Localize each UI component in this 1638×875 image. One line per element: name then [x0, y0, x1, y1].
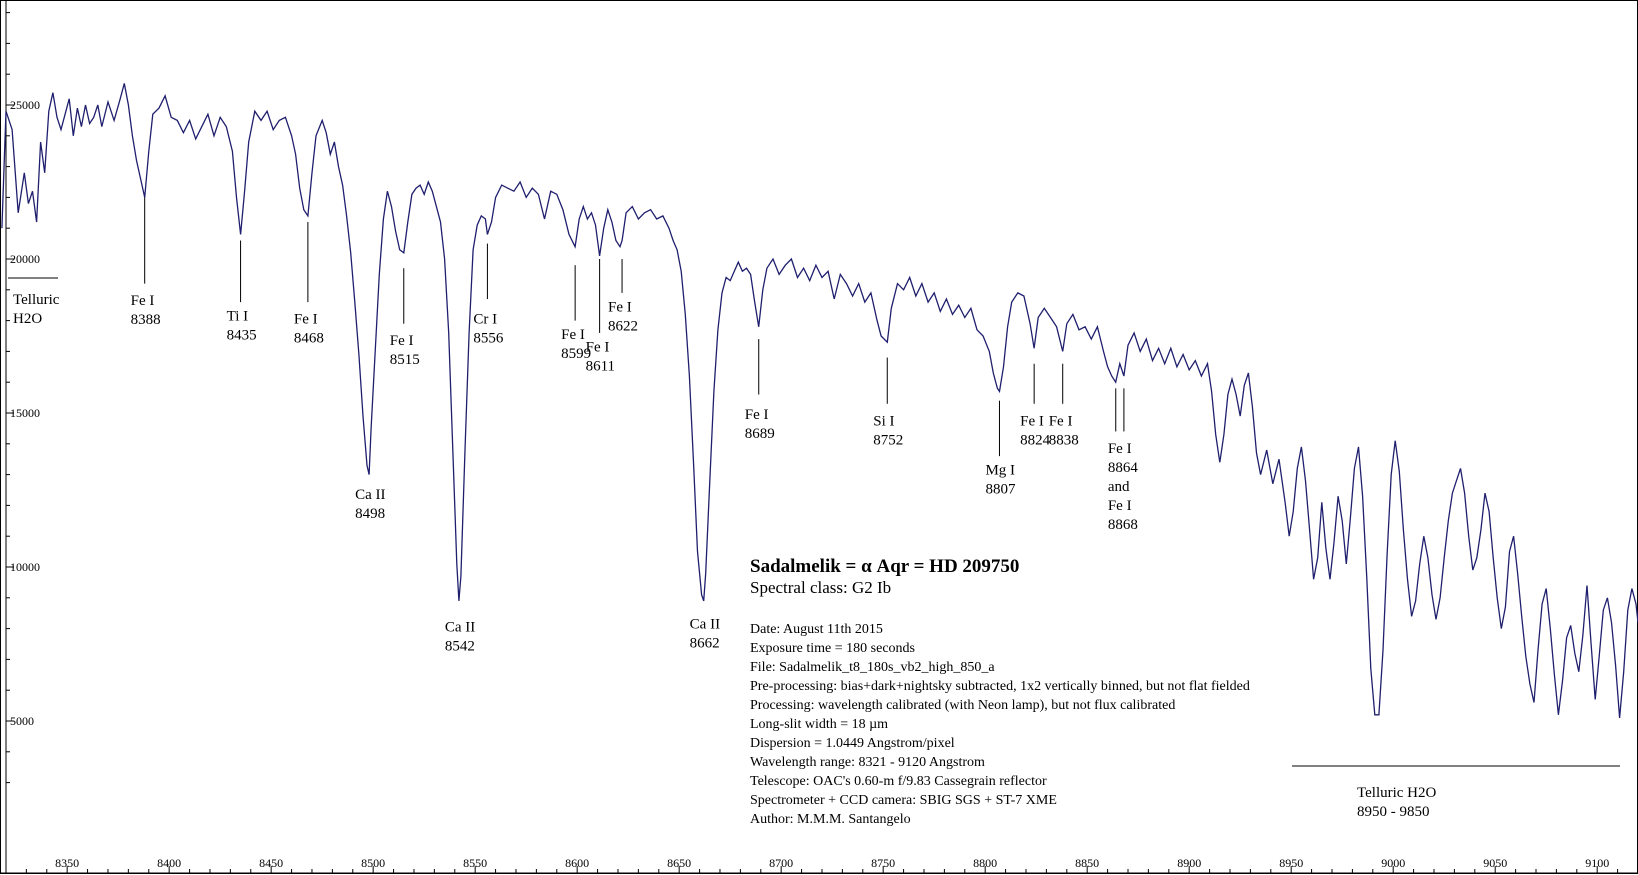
x-tick-label: 8350 — [55, 856, 79, 870]
annotation-element: Fe I — [294, 312, 318, 328]
spectrum-line — [1, 83, 1638, 718]
x-tick-label: 8650 — [667, 856, 691, 870]
annotation-wavelength: 8515 — [390, 352, 420, 368]
annotation-element: Fe I — [390, 333, 414, 349]
x-tick-label: 8850 — [1075, 856, 1099, 870]
annotation-wavelength: 8622 — [608, 318, 638, 334]
annotation-element: Fe I — [1020, 413, 1044, 429]
x-tick-label: 8900 — [1177, 856, 1201, 870]
annotation-wavelength: 8838 — [1049, 432, 1079, 448]
annotation-wavelength: 8807 — [985, 482, 1016, 498]
x-tick-label: 8750 — [871, 856, 895, 870]
y-tick-label: 5000 — [10, 714, 34, 728]
telluric-left-label: H2O — [13, 311, 42, 327]
info-line: Author: M.M.M. Santangelo — [750, 812, 911, 827]
annotation-element: Fe I — [561, 327, 585, 343]
annotation-combined-line: 8864 — [1108, 460, 1139, 476]
info-line: Long-slit width = 18 µm — [750, 717, 888, 732]
info-line: Spectrometer + CCD camera: SBIG SGS + ST… — [750, 793, 1057, 808]
chart-subtitle: Spectral class: G2 Ib — [750, 578, 891, 597]
annotation-element: Fe I — [1049, 413, 1073, 429]
line-annotations: Fe I 8388 Ti I 8435 Fe I 8468 Ca II 8498 Fe I 851… — [131, 197, 1139, 655]
annotation-element: Ca II — [445, 620, 475, 636]
tick-labels: 8350 8400 8450 8500 8550 8600 8650 8700 8750 8800… — [10, 98, 1609, 870]
annotation-wavelength: 8752 — [873, 432, 903, 448]
annotation-wavelength: 8611 — [586, 358, 615, 374]
chart-title: Sadalmelik = α Aqr = HD 209750 — [750, 556, 1019, 577]
x-tick-label: 8550 — [463, 856, 487, 870]
x-tick-label: 8600 — [565, 856, 589, 870]
annotation-wavelength: 8435 — [227, 328, 257, 344]
y-tick-label: 20000 — [10, 252, 40, 266]
annotation-element: Cr I — [473, 312, 497, 328]
y-tick-label: 25000 — [10, 98, 40, 112]
annotation-wavelength: 8388 — [131, 312, 161, 328]
x-tick-label: 9000 — [1381, 856, 1405, 870]
telluric-left-label: Telluric — [13, 292, 60, 308]
info-line: Pre-processing: bias+dark+nightsky subtr… — [750, 679, 1250, 694]
annotation-combined-line: and — [1108, 479, 1130, 495]
info-block: Sadalmelik = α Aqr = HD 209750 Spectral … — [750, 556, 1250, 827]
x-tick-label: 8800 — [973, 856, 997, 870]
annotation-element: Fe I — [745, 407, 769, 423]
x-tick-label: 8950 — [1279, 856, 1303, 870]
info-line: Date: August 11th 2015 — [750, 622, 883, 637]
annotation-wavelength: 8556 — [473, 331, 504, 347]
x-tick-label: 8450 — [259, 856, 283, 870]
annotation-element: Ti I — [227, 309, 249, 325]
annotation-element: Ca II — [355, 487, 385, 503]
annotation-wavelength: 8662 — [690, 636, 720, 652]
annotation-element: Fe I — [586, 339, 610, 355]
annotation-combined-line: Fe I — [1108, 498, 1132, 514]
x-tick-label: 9100 — [1585, 856, 1609, 870]
annotation-wavelength: 8468 — [294, 331, 324, 347]
annotation-wavelength: 8824 — [1020, 432, 1051, 448]
x-tick-label: 9050 — [1483, 856, 1507, 870]
annotation-element: Si I — [873, 413, 894, 429]
info-line: File: Sadalmelik_t8_180s_vb2_high_850_a — [750, 660, 995, 675]
x-tick-label: 8700 — [769, 856, 793, 870]
y-tick-label: 15000 — [10, 406, 40, 420]
telluric-right-label: Telluric H2O — [1357, 785, 1437, 801]
telluric-annotations: Telluric H2O Telluric H2O 8950 - 9850 — [8, 277, 1620, 820]
annotation-element: Fe I — [608, 299, 632, 315]
x-tick-label: 8500 — [361, 856, 385, 870]
annotation-wavelength: 8599 — [561, 346, 591, 362]
annotation-wavelength: 8689 — [745, 426, 775, 442]
annotation-wavelength: 8542 — [445, 639, 475, 655]
annotation-combined-line: Fe I — [1108, 441, 1132, 457]
annotation-element: Mg I — [985, 463, 1015, 479]
annotation-element: Fe I — [131, 293, 155, 309]
info-line: Telescope: OAC's 0.60-m f/9.83 Cassegrai… — [750, 774, 1047, 789]
info-line: Dispersion = 1.0449 Angstrom/pixel — [750, 736, 955, 751]
x-tick-label: 8400 — [157, 856, 181, 870]
annotation-wavelength: 8498 — [355, 506, 385, 522]
y-tick-label: 10000 — [10, 560, 40, 574]
info-line: Exposure time = 180 seconds — [750, 641, 915, 656]
annotation-combined-line: 8868 — [1108, 517, 1138, 533]
info-line: Wavelength range: 8321 - 9120 Angstrom — [750, 755, 985, 770]
info-line: Processing: wavelength calibrated (with … — [750, 698, 1175, 713]
telluric-right-label: 8950 - 9850 — [1357, 804, 1430, 820]
annotation-element: Ca II — [690, 617, 720, 633]
